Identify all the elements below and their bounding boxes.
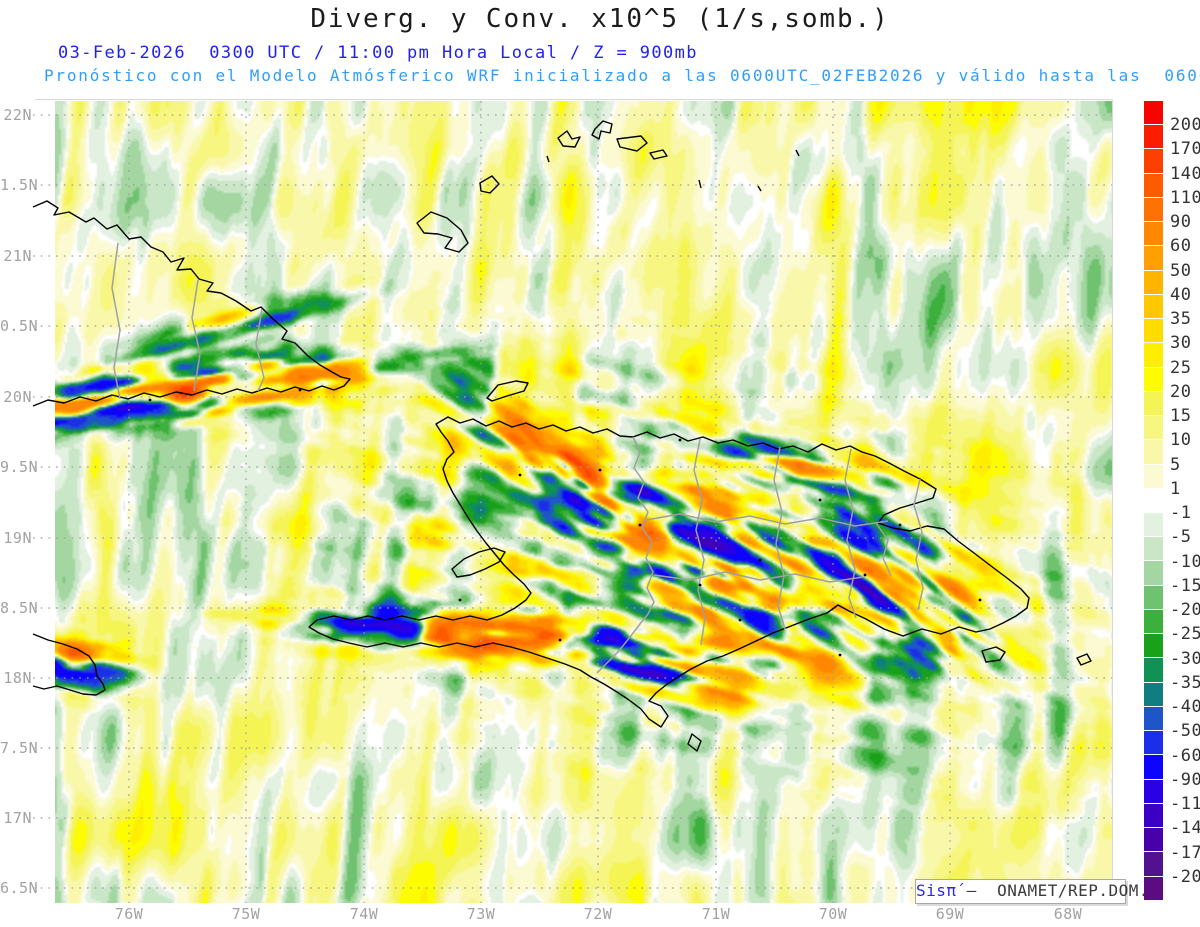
colorbar-tick-label: 200 [1170,115,1200,136]
colorbar-tick-label: -10 [1170,551,1200,572]
colorbar-tick-label: 35 [1170,309,1192,330]
colorbar-segment [1144,294,1163,320]
lat-tick-label: 8.5N [0,599,39,617]
lon-tick-label: 70W [818,905,848,923]
colorbar-tick-label: -170 [1170,842,1200,863]
colorbar-segment [1144,876,1163,901]
lon-tick-label: 74W [349,905,379,923]
colorbar-tick-label: 1 [1170,478,1181,499]
attribution-box: Sisπ́ – ONAMET/REP.DOM. [915,879,1149,904]
divergence-shaded-field [55,101,1113,903]
lat-tick-label: 0.5N [0,317,39,335]
colorbar-tick-label: 90 [1170,212,1192,233]
lon-tick-label: 75W [231,905,261,923]
colorbar-segment [1144,634,1163,659]
colorbar-segment [1144,512,1163,538]
colorbar [1144,101,1163,901]
colorbar-tick-label: 25 [1170,357,1192,378]
colorbar-segment [1144,101,1163,126]
colorbar-tick-label: -60 [1170,745,1200,766]
page-title: Diverg. y Conv. x10^5 (1/s,somb.) [310,4,890,34]
lat-tick-label: 18N [3,669,32,687]
colorbar-tick-label: 50 [1170,260,1192,281]
colorbar-tick-label: 10 [1170,430,1192,451]
colorbar-segment [1144,731,1163,756]
colorbar-segment [1144,246,1163,271]
colorbar-tick-label: -40 [1170,697,1200,718]
lat-tick-label: 7.5N [0,739,39,757]
colorbar-segment [1144,319,1163,344]
lon-tick-label: 76W [114,905,144,923]
lat-tick-label: 1.5N [0,176,39,194]
colorbar-segment [1144,852,1163,877]
lon-tick-label: 73W [466,905,496,923]
lon-tick-label: 72W [583,905,613,923]
colorbar-tick-label: 60 [1170,236,1192,257]
lon-tick-label: 69W [935,905,965,923]
lat-tick-label: 21N [3,247,32,265]
lon-tick-label: 68W [1053,905,1083,923]
colorbar-tick-label: 110 [1170,187,1200,208]
colorbar-segment [1144,561,1163,586]
colorbar-segment [1144,779,1163,804]
colorbar-tick-label: -90 [1170,769,1200,790]
lat-tick-label: 22N [3,106,32,124]
colorbar-segment [1144,464,1163,489]
lat-tick-label: 20N [3,388,32,406]
lon-tick-label: 71W [701,905,731,923]
colorbar-segment [1144,609,1163,635]
valid-time-subtitle: 03-Feb-2026 0300 UTC / 11:00 pm Hora Loc… [58,43,698,63]
lat-tick-label: 9.5N [0,458,39,476]
colorbar-tick-label: -140 [1170,818,1200,839]
lat-tick-label: 17N [3,809,32,827]
colorbar-segment [1144,125,1163,150]
colorbar-tick-label: 170 [1170,139,1200,160]
colorbar-segment [1144,416,1163,441]
colorbar-segment [1144,391,1163,417]
attribution-brand: Sisπ́ [916,881,957,900]
colorbar-tick-label: -30 [1170,648,1200,669]
colorbar-tick-label: 30 [1170,333,1192,354]
lat-tick-label: 6.5N [0,879,39,897]
attribution-separator: – [956,881,998,900]
colorbar-segment [1144,367,1163,392]
colorbar-tick-label: -110 [1170,794,1200,815]
colorbar-tick-label: -5 [1170,527,1192,548]
colorbar-tick-label: 5 [1170,454,1181,475]
colorbar-tick-label: 20 [1170,381,1192,402]
colorbar-segment [1144,755,1163,780]
colorbar-segment [1144,803,1163,829]
colorbar-segment [1144,197,1163,223]
colorbar-tick-label: -15 [1170,575,1200,596]
colorbar-segment [1144,488,1163,513]
colorbar-tick-label: 140 [1170,163,1200,184]
colorbar-segment [1144,270,1163,295]
colorbar-segment [1144,658,1163,683]
colorbar-segment [1144,537,1163,562]
colorbar-tick-label: 40 [1170,284,1192,305]
colorbar-segment [1144,222,1163,247]
colorbar-segment [1144,149,1163,174]
colorbar-segment [1144,343,1163,368]
attribution-org: ONAMET/REP.DOM. [997,881,1150,900]
colorbar-segment [1144,173,1163,198]
colorbar-tick-label: -50 [1170,721,1200,742]
colorbar-segment [1144,682,1163,707]
colorbar-tick-label: 15 [1170,406,1192,427]
model-info-subtitle: Pronóstico con el Modelo Atmósferico WRF… [44,66,1200,85]
colorbar-tick-label: -1 [1170,503,1192,524]
colorbar-segment [1144,828,1163,853]
colorbar-segment [1144,440,1163,465]
lat-tick-label: 19N [3,529,32,547]
colorbar-tick-label: -200 [1170,866,1200,887]
colorbar-tick-label: -20 [1170,600,1200,621]
colorbar-segment [1144,706,1163,732]
colorbar-tick-label: -25 [1170,624,1200,645]
colorbar-tick-label: -35 [1170,672,1200,693]
colorbar-segment [1144,585,1163,610]
